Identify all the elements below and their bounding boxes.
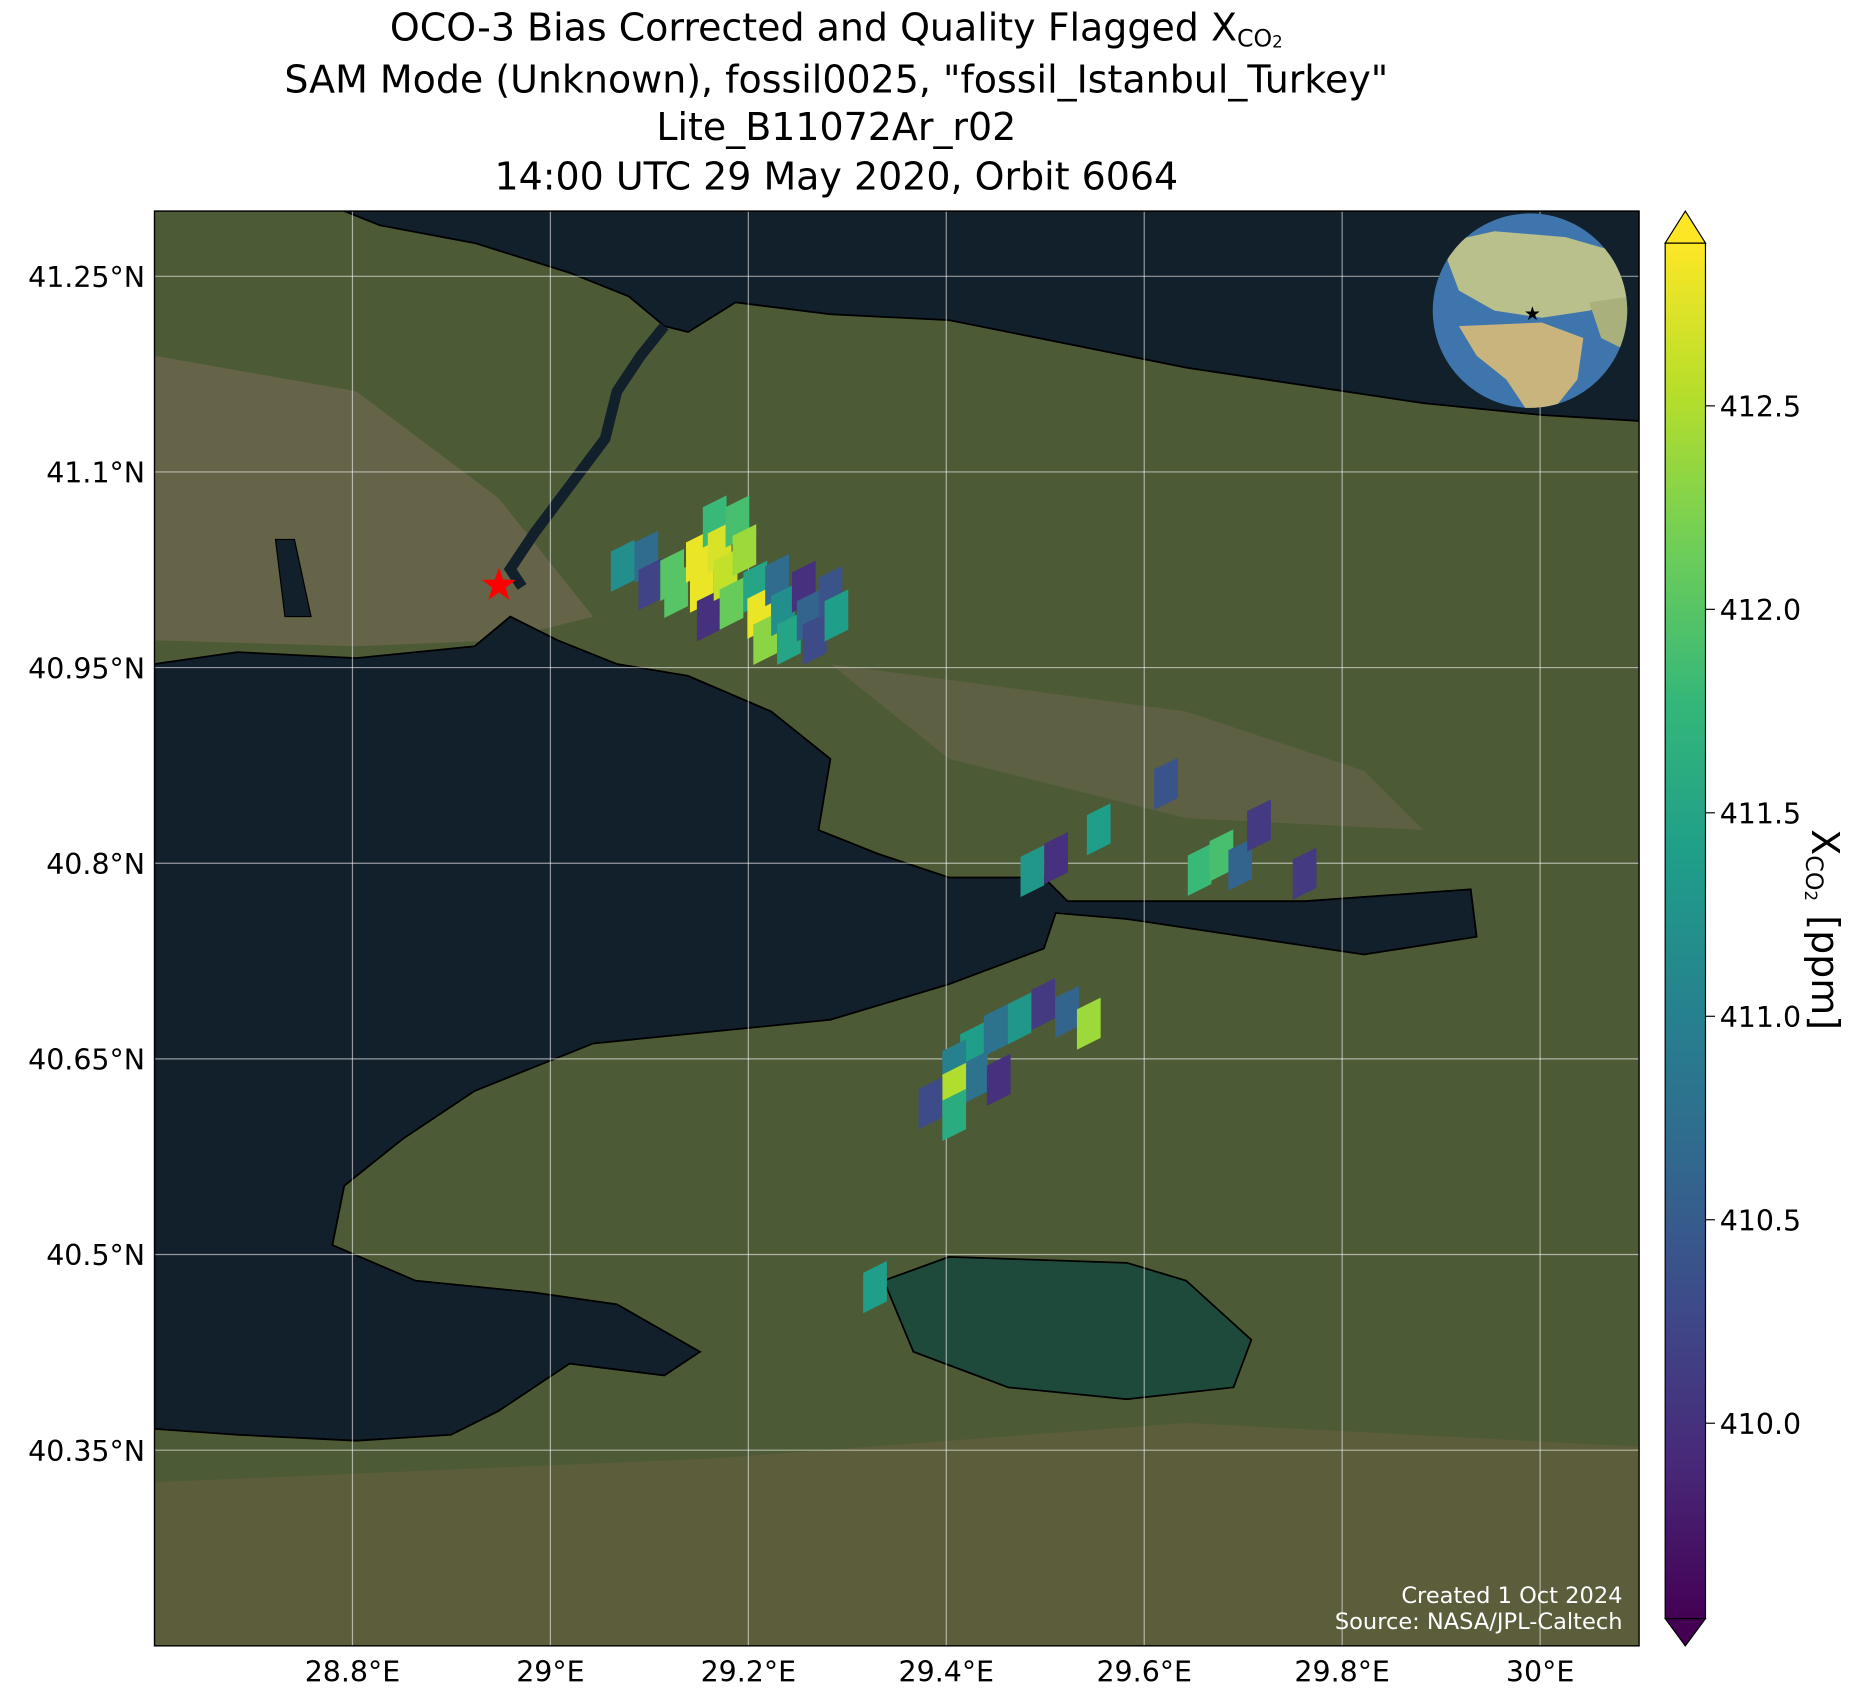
urban-area (154, 355, 594, 647)
y-tick-label: 40.5°N (46, 1239, 145, 1272)
globe-land (1458, 322, 1584, 408)
footprint (638, 558, 663, 611)
footprint (964, 1051, 988, 1104)
colorbar-tick-label: 412.0 (1720, 594, 1801, 627)
colorbar-tick-label: 410.5 (1720, 1204, 1801, 1237)
inset-globe: ★ (1432, 213, 1628, 408)
footprint (753, 612, 778, 665)
footprint (918, 1077, 943, 1130)
footprint (1209, 829, 1234, 882)
footprint (732, 524, 757, 577)
grid (154, 211, 1640, 1646)
x-tick-label: 30°E (1506, 1655, 1574, 1688)
colorbar-tick-label: 410.0 (1720, 1408, 1801, 1441)
footprint (1044, 831, 1068, 885)
title-line: OCO-3 Bias Corrected and Quality Flagged… (390, 5, 1283, 52)
colorbar (1665, 243, 1706, 1619)
footprint (942, 1088, 967, 1142)
basemap (154, 211, 1640, 1646)
label-part: [ppm] (1803, 915, 1847, 1030)
label-part: 2 (1801, 890, 1820, 901)
title: OCO-3 Bias Corrected and Quality Flagged… (284, 5, 1388, 198)
title-line: 14:00 UTC 29 May 2020, Orbit 6064 (494, 155, 1178, 199)
data-layer (482, 495, 1317, 1314)
y-tick-label: 40.35°N (28, 1435, 145, 1468)
footprint (1020, 844, 1045, 898)
footprint (1228, 838, 1253, 891)
globe-target: ★ (1524, 303, 1541, 325)
footprint (1154, 757, 1178, 810)
title-part: OCO-3 Bias Corrected and Quality Flagged… (390, 5, 1237, 49)
lake (274, 538, 312, 618)
label-part: CO (1800, 855, 1828, 890)
black-sea (343, 211, 1640, 422)
plains (154, 1422, 1640, 1646)
footprint (1007, 992, 1032, 1045)
y-tick-label: 40.95°N (28, 652, 145, 685)
map-frame (153, 210, 1640, 1647)
title-part: CO (1237, 24, 1272, 52)
annotation: Source: NASA/JPL-Caltech (1335, 1609, 1623, 1635)
footprint (696, 589, 721, 642)
x-tick-label: 28.8°E (305, 1655, 401, 1688)
footprint (986, 1053, 1011, 1106)
label-part: X (1803, 829, 1847, 855)
footprint (1076, 997, 1101, 1050)
x-tick-label: 29°E (516, 1655, 584, 1688)
footprint (719, 577, 744, 630)
title-line: Lite_B11072Ar_r02 (656, 105, 1016, 149)
colorbar-extend-max (1664, 209, 1707, 244)
bosphorus (503, 322, 669, 590)
x-tick-label: 29.4°E (899, 1655, 995, 1688)
footprint (863, 1261, 887, 1314)
y-tick-label: 41.25°N (28, 261, 145, 294)
title-line: SAM Mode (Unknown), fossil0025, "fossil_… (284, 57, 1388, 101)
colorbar-tick-label: 412.5 (1720, 391, 1801, 424)
colorbar-label: XCO2 [ppm] (1800, 829, 1847, 1030)
colorbar-tick-label: 411.5 (1720, 797, 1801, 830)
footprint (1086, 803, 1111, 856)
lake-iznik (882, 1256, 1253, 1401)
footprint (1031, 978, 1056, 1031)
title-part: 2 (1272, 32, 1283, 51)
footprint (1292, 847, 1317, 900)
footprint (824, 589, 849, 642)
x-tick-label: 29.6°E (1096, 1655, 1192, 1688)
colorbar-extend-min (1663, 1617, 1707, 1647)
y-tick-label: 40.8°N (46, 848, 145, 881)
y-tick-label: 41.1°N (46, 457, 145, 490)
footprint (777, 612, 801, 665)
colorbar-tick-label: 411.0 (1720, 1001, 1801, 1034)
y-tick-label: 40.65°N (28, 1044, 145, 1077)
footprint (664, 565, 688, 619)
colorbar-frame (1664, 242, 1707, 1620)
footprint (983, 1004, 1008, 1057)
globe-land (1441, 231, 1628, 318)
urban-area (830, 664, 1424, 831)
footprint (1247, 799, 1271, 852)
footprint (1055, 985, 1079, 1039)
footprint (1187, 843, 1212, 896)
annotation: Created 1 Oct 2024 (1401, 1583, 1622, 1609)
footprint (802, 612, 827, 665)
sea-of-marmara (154, 615, 1478, 1442)
x-tick-label: 29.8°E (1294, 1655, 1390, 1688)
footprint (610, 539, 635, 592)
target-marker (482, 567, 516, 600)
x-tick-label: 29.2°E (701, 1655, 797, 1688)
